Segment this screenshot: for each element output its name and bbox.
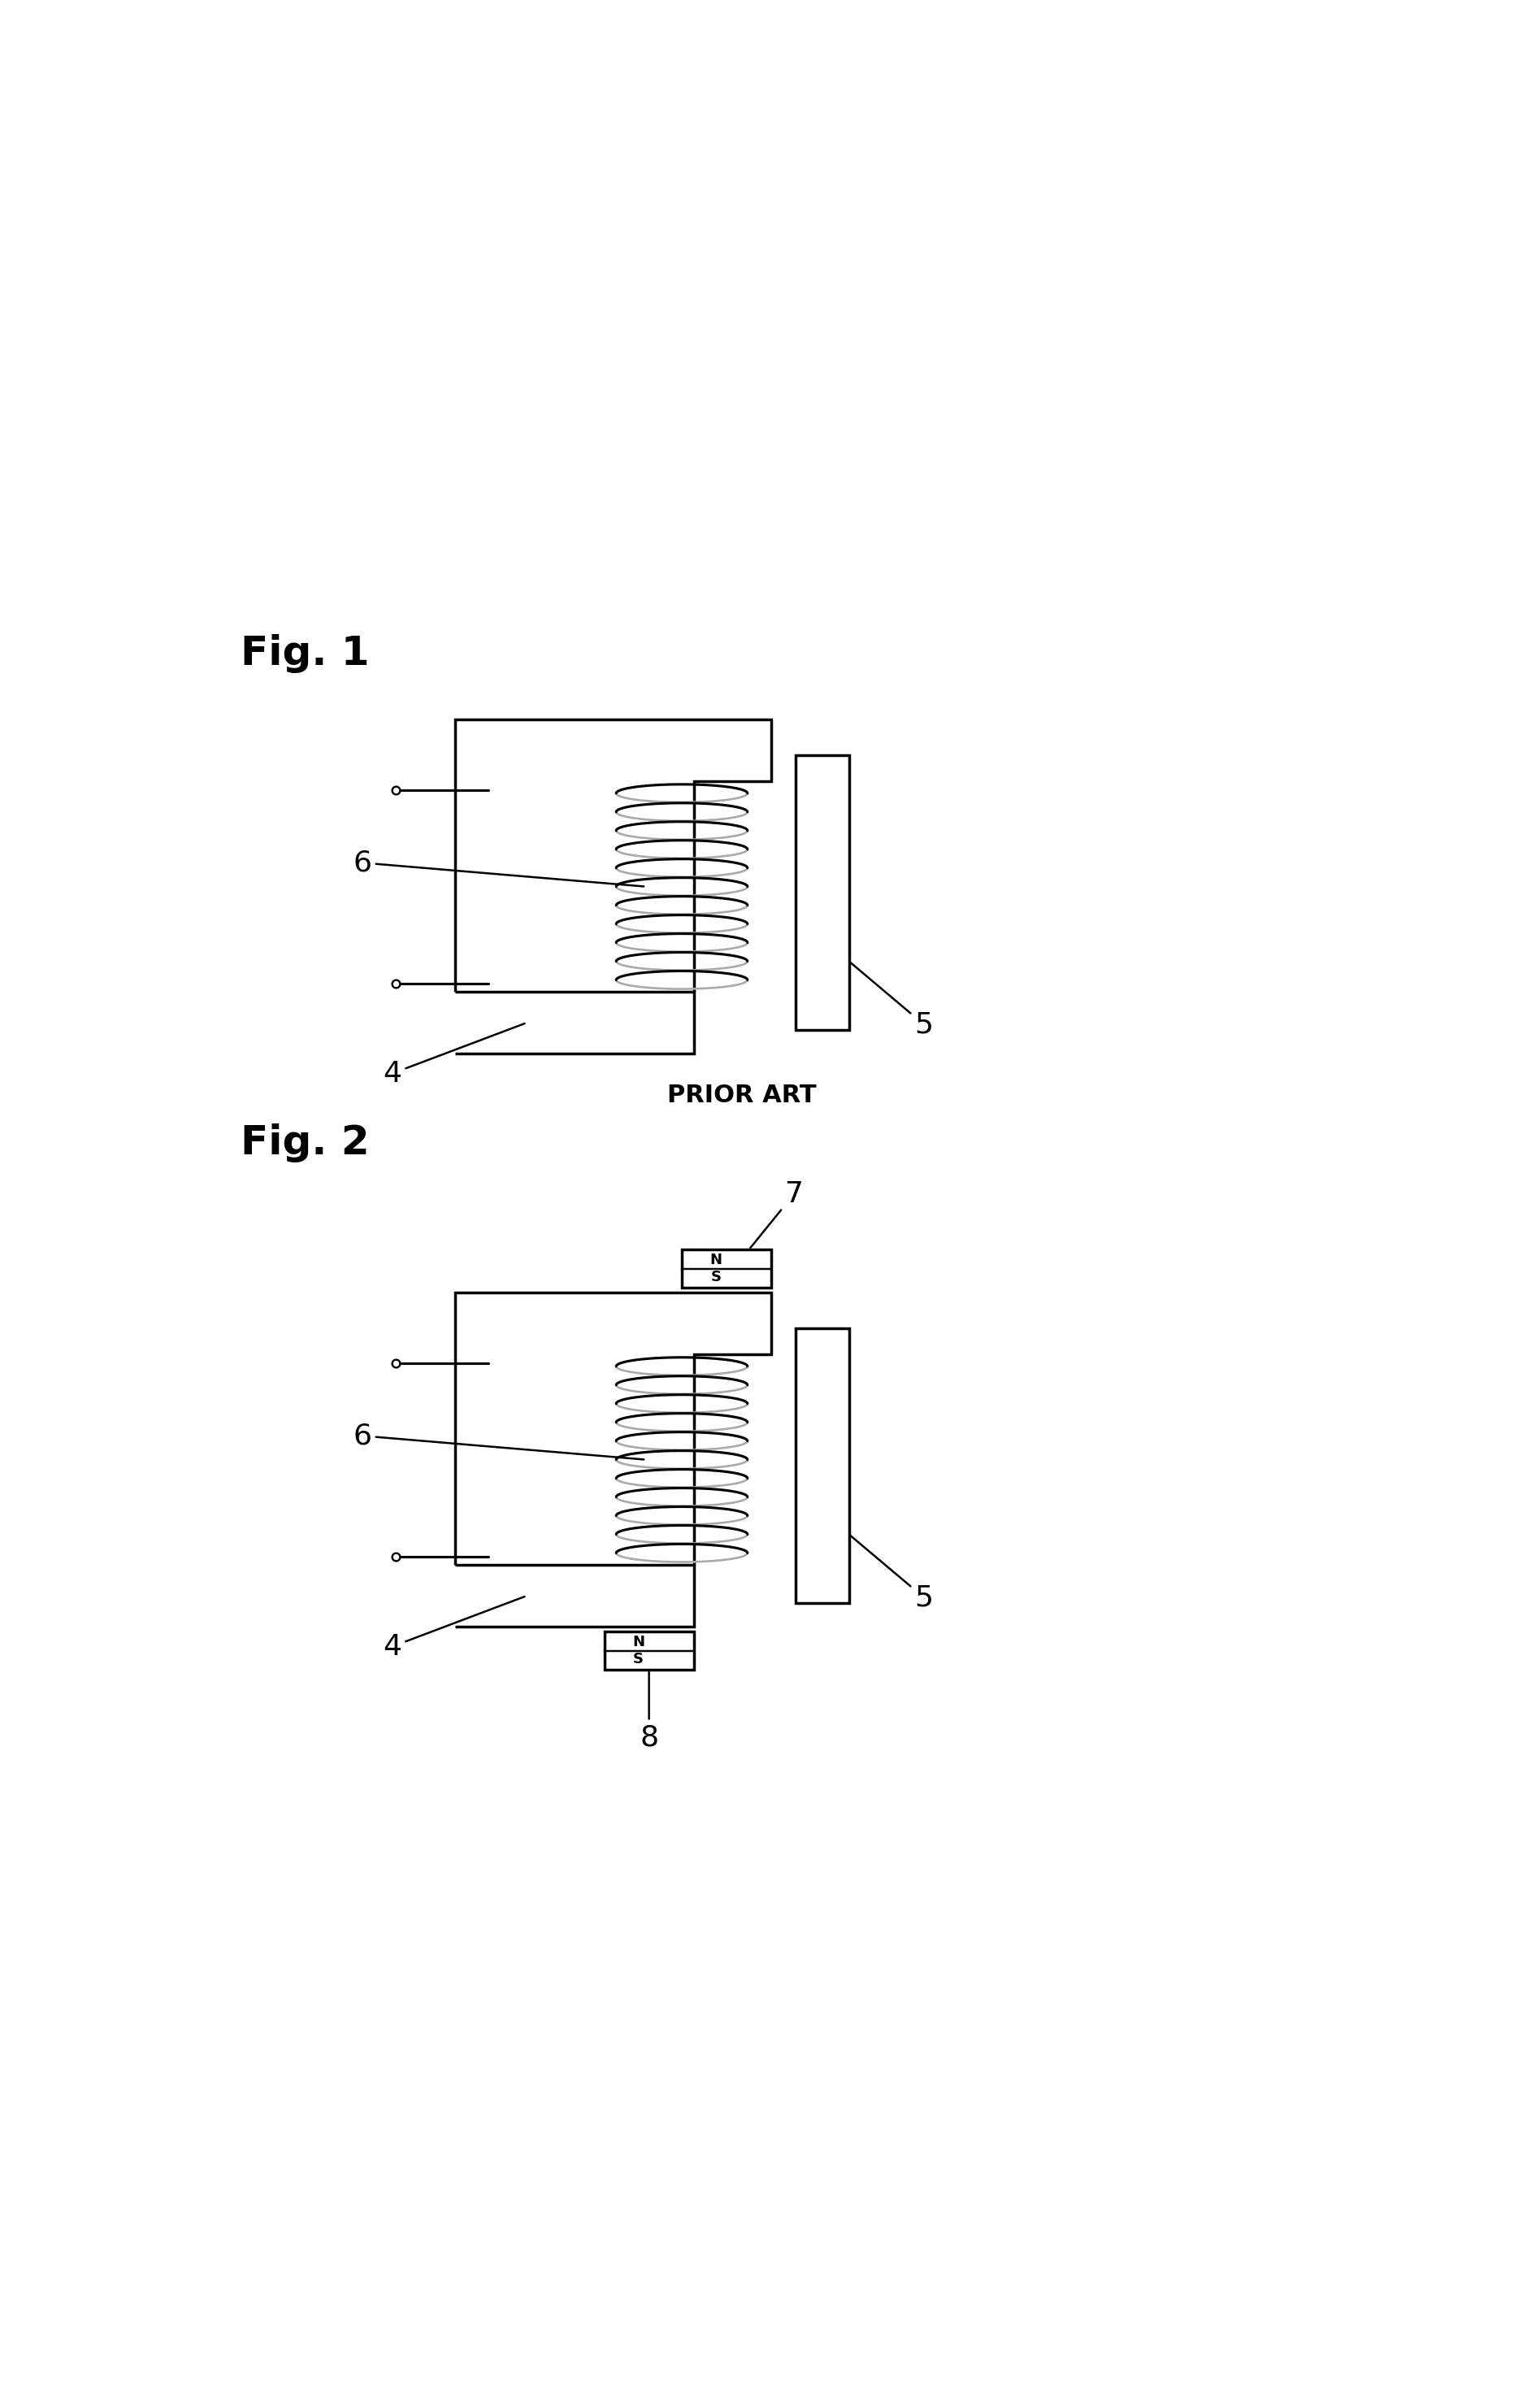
Polygon shape (456, 721, 772, 780)
Text: 4: 4 (382, 1597, 525, 1661)
FancyBboxPatch shape (604, 1633, 693, 1669)
Bar (795, 1329, 849, 1604)
Polygon shape (456, 1293, 491, 1628)
Polygon shape (456, 721, 491, 1053)
FancyBboxPatch shape (682, 1250, 772, 1288)
Text: 8: 8 (639, 1671, 659, 1750)
Polygon shape (456, 1566, 693, 1628)
Text: N: N (633, 1635, 644, 1649)
Text: 5: 5 (850, 1535, 933, 1611)
Text: N: N (710, 1252, 722, 1266)
Text: PRIOR ART: PRIOR ART (667, 1084, 816, 1108)
Text: Fig. 1: Fig. 1 (240, 634, 370, 673)
Text: 6: 6 (353, 1422, 644, 1460)
Bar (795, 757, 849, 1029)
Text: 6: 6 (353, 850, 644, 886)
Polygon shape (456, 991, 693, 1053)
Text: 5: 5 (850, 962, 933, 1039)
Text: S: S (633, 1652, 644, 1666)
Polygon shape (456, 1293, 772, 1355)
Text: Fig. 2: Fig. 2 (240, 1123, 370, 1163)
Text: 7: 7 (750, 1180, 804, 1247)
Text: S: S (710, 1271, 721, 1286)
Text: 4: 4 (382, 1025, 525, 1087)
